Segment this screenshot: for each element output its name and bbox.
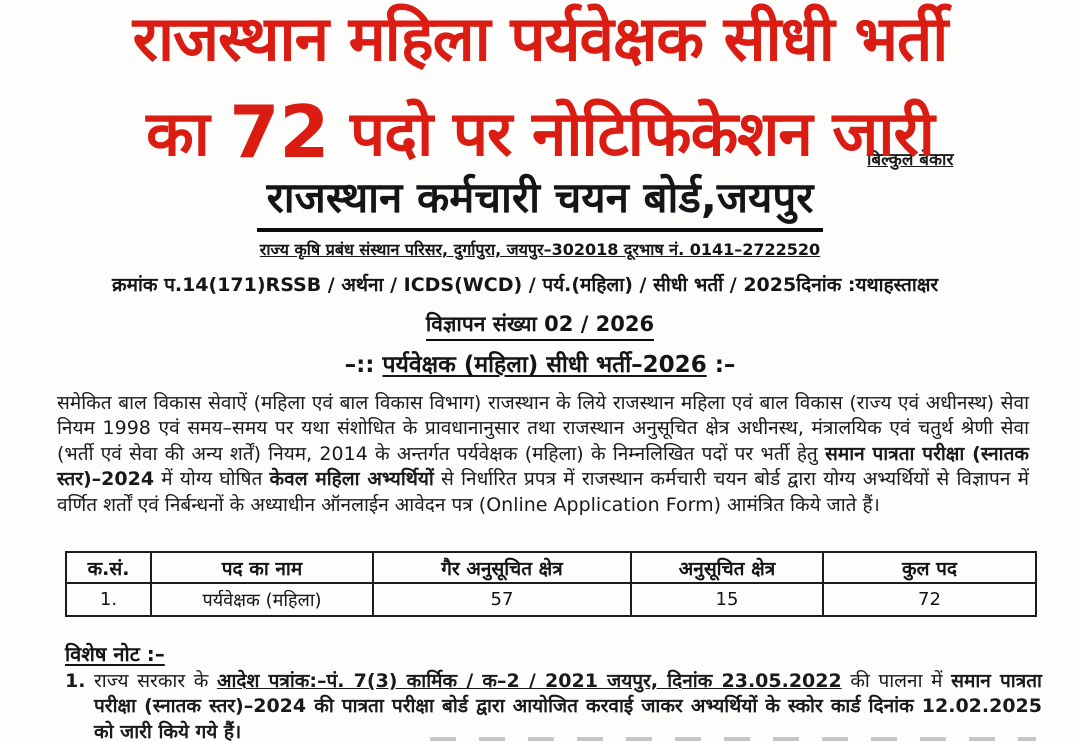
- cell-scheduled: 15: [630, 582, 824, 617]
- headline-line1: राजस्थान महिला पर्यवेक्षक सीधी भर्ती: [132, 2, 949, 75]
- hidden-overlay-text: बिल्कुल बेकार: [867, 150, 954, 170]
- reference-number: क्रमांक प.14(171)RSSB / अर्थना / ICDS(WC…: [112, 274, 797, 296]
- reference-row: क्रमांक प.14(171)RSSB / अर्थना / ICDS(WC…: [112, 271, 938, 297]
- col-header-total-posts: कुल पद: [822, 551, 1037, 584]
- note-item-1: 1. राज्य सरकार के आदेश पत्रांक:–पं. 7(3)…: [65, 669, 1042, 742]
- board-address: राज्य कृषि प्रबंध संस्थान परिसर, दुर्गाप…: [259, 240, 821, 259]
- headline-line2-suffix: पदो पर नोटिफिकेशन जारी: [329, 97, 935, 170]
- col-header-scheduled: अनुसूचित क्षेत्र: [630, 551, 824, 584]
- note-item-text: राज्य सरकार के आदेश पत्रांक:–पं. 7(3) का…: [94, 669, 1042, 742]
- cell-post-name: पर्यवेक्षक (महिला): [150, 582, 374, 617]
- col-header-post-name: पद का नाम: [150, 551, 374, 584]
- headline-line2: का 72 पदो पर नोटिफिकेशन जारी: [0, 94, 1080, 171]
- note-segment: की पालना में: [841, 670, 952, 692]
- headline-line2-prefix: का: [146, 97, 230, 170]
- special-note-heading: विशेष नोट :–: [65, 642, 165, 666]
- subtitle-main: पर्यवेक्षक (महिला) सीधी भर्ती–2026: [382, 352, 707, 378]
- cell-non-scheduled: 57: [372, 582, 632, 617]
- advertisement-number: विज्ञापन संख्या 02 / 2026: [425, 310, 655, 341]
- headline-posts-count: 72: [229, 90, 330, 174]
- subtitle-suffix: :–: [706, 352, 736, 378]
- cell-total-posts: 72: [822, 582, 1037, 617]
- intro-paragraph: समेकित बाल विकास सेवाऐं (महिला एवं बाल व…: [57, 391, 1029, 518]
- note-segment: राज्य सरकार के: [94, 670, 217, 692]
- advertisement-number-line: विज्ञापन संख्या 02 / 2026: [0, 310, 1080, 341]
- reference-date: दिनांक :यथाहस्ताक्षर: [796, 274, 939, 296]
- cell-serial: 1.: [65, 582, 152, 617]
- board-title-wrap: राजस्थान कर्मचारी चयन बोर्ड,जयपुर: [0, 168, 1080, 232]
- note-segment-bold: समान पात्रता परीक्षा (स्नातक स्तर)–2024 …: [94, 670, 1042, 742]
- paragraph-segment: में योग्य घोषित: [154, 468, 270, 491]
- note-order-reference: आदेश पत्रांक:–पं. 7(3) कार्मिक / क–2 / 2…: [216, 670, 842, 692]
- table-header-row: क.सं. पद का नाम गैर अनुसूचित क्षेत्र अनु…: [65, 551, 1037, 584]
- paragraph-segment: समेकित बाल विकास सेवाऐं (महिला एवं बाल व…: [57, 392, 1029, 465]
- col-header-non-scheduled: गैर अनुसूचित क्षेत्र: [372, 551, 632, 584]
- paragraph-segment-bold: समान पात्रता परीक्षा (स्नातक स्तर)–2024: [57, 442, 1029, 491]
- paragraph-segment: से निर्धारित प्रपत्र में राजस्थान कर्मचा…: [57, 468, 1029, 516]
- note-item-number: 1.: [65, 670, 86, 692]
- paragraph-segment-bold: केवल महिला अभ्यर्थियों: [269, 468, 434, 491]
- subtitle-prefix: –::: [344, 352, 383, 378]
- vacancy-table: क.सं. पद का नाम गैर अनुसूचित क्षेत्र अनु…: [65, 551, 1037, 617]
- board-title: राजस्थान कर्मचारी चयन बोर्ड,जयपुर: [256, 168, 824, 232]
- recruitment-subtitle: –:: पर्यवेक्षक (महिला) सीधी भर्ती–2026 :…: [0, 347, 1080, 379]
- table-row: 1. पर्यवेक्षक (महिला) 57 15 72: [65, 582, 1037, 617]
- cutoff-text-line: [430, 737, 1036, 741]
- col-header-serial: क.सं.: [65, 551, 152, 584]
